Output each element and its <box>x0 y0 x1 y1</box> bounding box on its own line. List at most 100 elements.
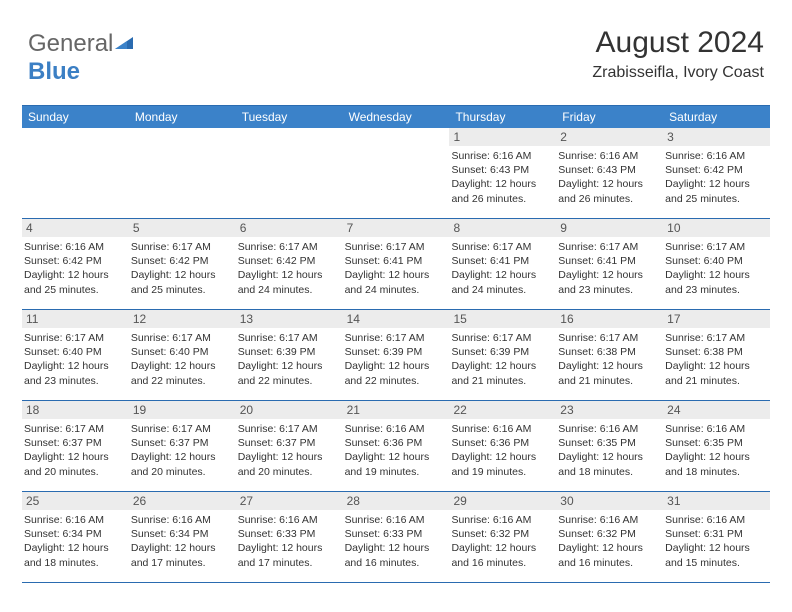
page-title: August 2024 <box>592 26 764 60</box>
calendar-week: 18Sunrise: 6:17 AMSunset: 6:37 PMDayligh… <box>22 401 770 492</box>
calendar-day: 22Sunrise: 6:16 AMSunset: 6:36 PMDayligh… <box>449 401 556 491</box>
calendar: SundayMondayTuesdayWednesdayThursdayFrid… <box>22 105 770 583</box>
day-details: Sunrise: 6:17 AMSunset: 6:40 PMDaylight:… <box>663 237 770 300</box>
day-number: 11 <box>22 310 129 328</box>
calendar-day: 24Sunrise: 6:16 AMSunset: 6:35 PMDayligh… <box>663 401 770 491</box>
day-number: 3 <box>663 128 770 146</box>
calendar-day: 15Sunrise: 6:17 AMSunset: 6:39 PMDayligh… <box>449 310 556 400</box>
weekday-label: Monday <box>129 106 236 128</box>
day-number: 9 <box>556 219 663 237</box>
day-details: Sunrise: 6:16 AMSunset: 6:42 PMDaylight:… <box>22 237 129 300</box>
day-details: Sunrise: 6:16 AMSunset: 6:32 PMDaylight:… <box>556 510 663 573</box>
weekday-label: Wednesday <box>343 106 450 128</box>
day-details: Sunrise: 6:16 AMSunset: 6:33 PMDaylight:… <box>343 510 450 573</box>
brand-logo: General Blue <box>28 30 135 86</box>
day-details: Sunrise: 6:16 AMSunset: 6:34 PMDaylight:… <box>129 510 236 573</box>
day-details: Sunrise: 6:16 AMSunset: 6:43 PMDaylight:… <box>449 146 556 209</box>
day-number <box>22 128 129 146</box>
weekday-label: Sunday <box>22 106 129 128</box>
day-details: Sunrise: 6:17 AMSunset: 6:37 PMDaylight:… <box>129 419 236 482</box>
calendar-day: 3Sunrise: 6:16 AMSunset: 6:42 PMDaylight… <box>663 128 770 218</box>
calendar-day: 2Sunrise: 6:16 AMSunset: 6:43 PMDaylight… <box>556 128 663 218</box>
calendar-week: 1Sunrise: 6:16 AMSunset: 6:43 PMDaylight… <box>22 128 770 219</box>
brand-part1: General <box>28 30 113 57</box>
day-number: 24 <box>663 401 770 419</box>
calendar-week: 4Sunrise: 6:16 AMSunset: 6:42 PMDaylight… <box>22 219 770 310</box>
calendar-day <box>236 128 343 218</box>
calendar-day: 16Sunrise: 6:17 AMSunset: 6:38 PMDayligh… <box>556 310 663 400</box>
brand-triangle-icon <box>115 30 135 58</box>
calendar-day: 28Sunrise: 6:16 AMSunset: 6:33 PMDayligh… <box>343 492 450 582</box>
calendar-day: 26Sunrise: 6:16 AMSunset: 6:34 PMDayligh… <box>129 492 236 582</box>
day-details: Sunrise: 6:17 AMSunset: 6:39 PMDaylight:… <box>449 328 556 391</box>
day-details: Sunrise: 6:16 AMSunset: 6:31 PMDaylight:… <box>663 510 770 573</box>
day-number: 8 <box>449 219 556 237</box>
day-number: 15 <box>449 310 556 328</box>
day-number: 1 <box>449 128 556 146</box>
day-number: 16 <box>556 310 663 328</box>
calendar-day: 20Sunrise: 6:17 AMSunset: 6:37 PMDayligh… <box>236 401 343 491</box>
calendar-day: 7Sunrise: 6:17 AMSunset: 6:41 PMDaylight… <box>343 219 450 309</box>
calendar-day: 30Sunrise: 6:16 AMSunset: 6:32 PMDayligh… <box>556 492 663 582</box>
day-number: 17 <box>663 310 770 328</box>
calendar-day: 8Sunrise: 6:17 AMSunset: 6:41 PMDaylight… <box>449 219 556 309</box>
calendar-day: 18Sunrise: 6:17 AMSunset: 6:37 PMDayligh… <box>22 401 129 491</box>
day-number: 26 <box>129 492 236 510</box>
day-number: 20 <box>236 401 343 419</box>
header-right: August 2024 Zrabisseifla, Ivory Coast <box>592 26 764 82</box>
day-details: Sunrise: 6:16 AMSunset: 6:32 PMDaylight:… <box>449 510 556 573</box>
day-number: 27 <box>236 492 343 510</box>
calendar-header-row: SundayMondayTuesdayWednesdayThursdayFrid… <box>22 106 770 128</box>
calendar-day: 31Sunrise: 6:16 AMSunset: 6:31 PMDayligh… <box>663 492 770 582</box>
day-number: 19 <box>129 401 236 419</box>
day-number: 4 <box>22 219 129 237</box>
day-details: Sunrise: 6:16 AMSunset: 6:34 PMDaylight:… <box>22 510 129 573</box>
calendar-day: 10Sunrise: 6:17 AMSunset: 6:40 PMDayligh… <box>663 219 770 309</box>
day-details: Sunrise: 6:17 AMSunset: 6:41 PMDaylight:… <box>449 237 556 300</box>
day-details: Sunrise: 6:17 AMSunset: 6:38 PMDaylight:… <box>556 328 663 391</box>
day-number: 28 <box>343 492 450 510</box>
day-details: Sunrise: 6:17 AMSunset: 6:37 PMDaylight:… <box>236 419 343 482</box>
calendar-day: 9Sunrise: 6:17 AMSunset: 6:41 PMDaylight… <box>556 219 663 309</box>
day-number: 7 <box>343 219 450 237</box>
day-number <box>236 128 343 146</box>
day-number: 22 <box>449 401 556 419</box>
day-details: Sunrise: 6:17 AMSunset: 6:41 PMDaylight:… <box>343 237 450 300</box>
day-details: Sunrise: 6:17 AMSunset: 6:42 PMDaylight:… <box>236 237 343 300</box>
day-details: Sunrise: 6:17 AMSunset: 6:39 PMDaylight:… <box>343 328 450 391</box>
calendar-day: 5Sunrise: 6:17 AMSunset: 6:42 PMDaylight… <box>129 219 236 309</box>
day-number: 10 <box>663 219 770 237</box>
day-details: Sunrise: 6:17 AMSunset: 6:42 PMDaylight:… <box>129 237 236 300</box>
calendar-day: 4Sunrise: 6:16 AMSunset: 6:42 PMDaylight… <box>22 219 129 309</box>
day-details: Sunrise: 6:17 AMSunset: 6:41 PMDaylight:… <box>556 237 663 300</box>
calendar-day: 23Sunrise: 6:16 AMSunset: 6:35 PMDayligh… <box>556 401 663 491</box>
calendar-day: 21Sunrise: 6:16 AMSunset: 6:36 PMDayligh… <box>343 401 450 491</box>
calendar-day: 25Sunrise: 6:16 AMSunset: 6:34 PMDayligh… <box>22 492 129 582</box>
day-number: 14 <box>343 310 450 328</box>
day-number: 31 <box>663 492 770 510</box>
day-number: 2 <box>556 128 663 146</box>
day-number <box>343 128 450 146</box>
day-number: 13 <box>236 310 343 328</box>
day-details: Sunrise: 6:17 AMSunset: 6:40 PMDaylight:… <box>129 328 236 391</box>
location-label: Zrabisseifla, Ivory Coast <box>592 64 764 82</box>
calendar-day: 12Sunrise: 6:17 AMSunset: 6:40 PMDayligh… <box>129 310 236 400</box>
calendar-day: 13Sunrise: 6:17 AMSunset: 6:39 PMDayligh… <box>236 310 343 400</box>
day-details: Sunrise: 6:17 AMSunset: 6:38 PMDaylight:… <box>663 328 770 391</box>
calendar-day: 19Sunrise: 6:17 AMSunset: 6:37 PMDayligh… <box>129 401 236 491</box>
calendar-day <box>343 128 450 218</box>
day-number: 18 <box>22 401 129 419</box>
calendar-day <box>129 128 236 218</box>
day-details: Sunrise: 6:16 AMSunset: 6:35 PMDaylight:… <box>663 419 770 482</box>
day-number: 25 <box>22 492 129 510</box>
calendar-day: 11Sunrise: 6:17 AMSunset: 6:40 PMDayligh… <box>22 310 129 400</box>
day-details: Sunrise: 6:16 AMSunset: 6:36 PMDaylight:… <box>449 419 556 482</box>
calendar-day: 27Sunrise: 6:16 AMSunset: 6:33 PMDayligh… <box>236 492 343 582</box>
weekday-label: Friday <box>556 106 663 128</box>
day-details: Sunrise: 6:16 AMSunset: 6:42 PMDaylight:… <box>663 146 770 209</box>
day-number: 6 <box>236 219 343 237</box>
day-details: Sunrise: 6:17 AMSunset: 6:40 PMDaylight:… <box>22 328 129 391</box>
day-number: 29 <box>449 492 556 510</box>
calendar-week: 25Sunrise: 6:16 AMSunset: 6:34 PMDayligh… <box>22 492 770 583</box>
day-details: Sunrise: 6:17 AMSunset: 6:37 PMDaylight:… <box>22 419 129 482</box>
